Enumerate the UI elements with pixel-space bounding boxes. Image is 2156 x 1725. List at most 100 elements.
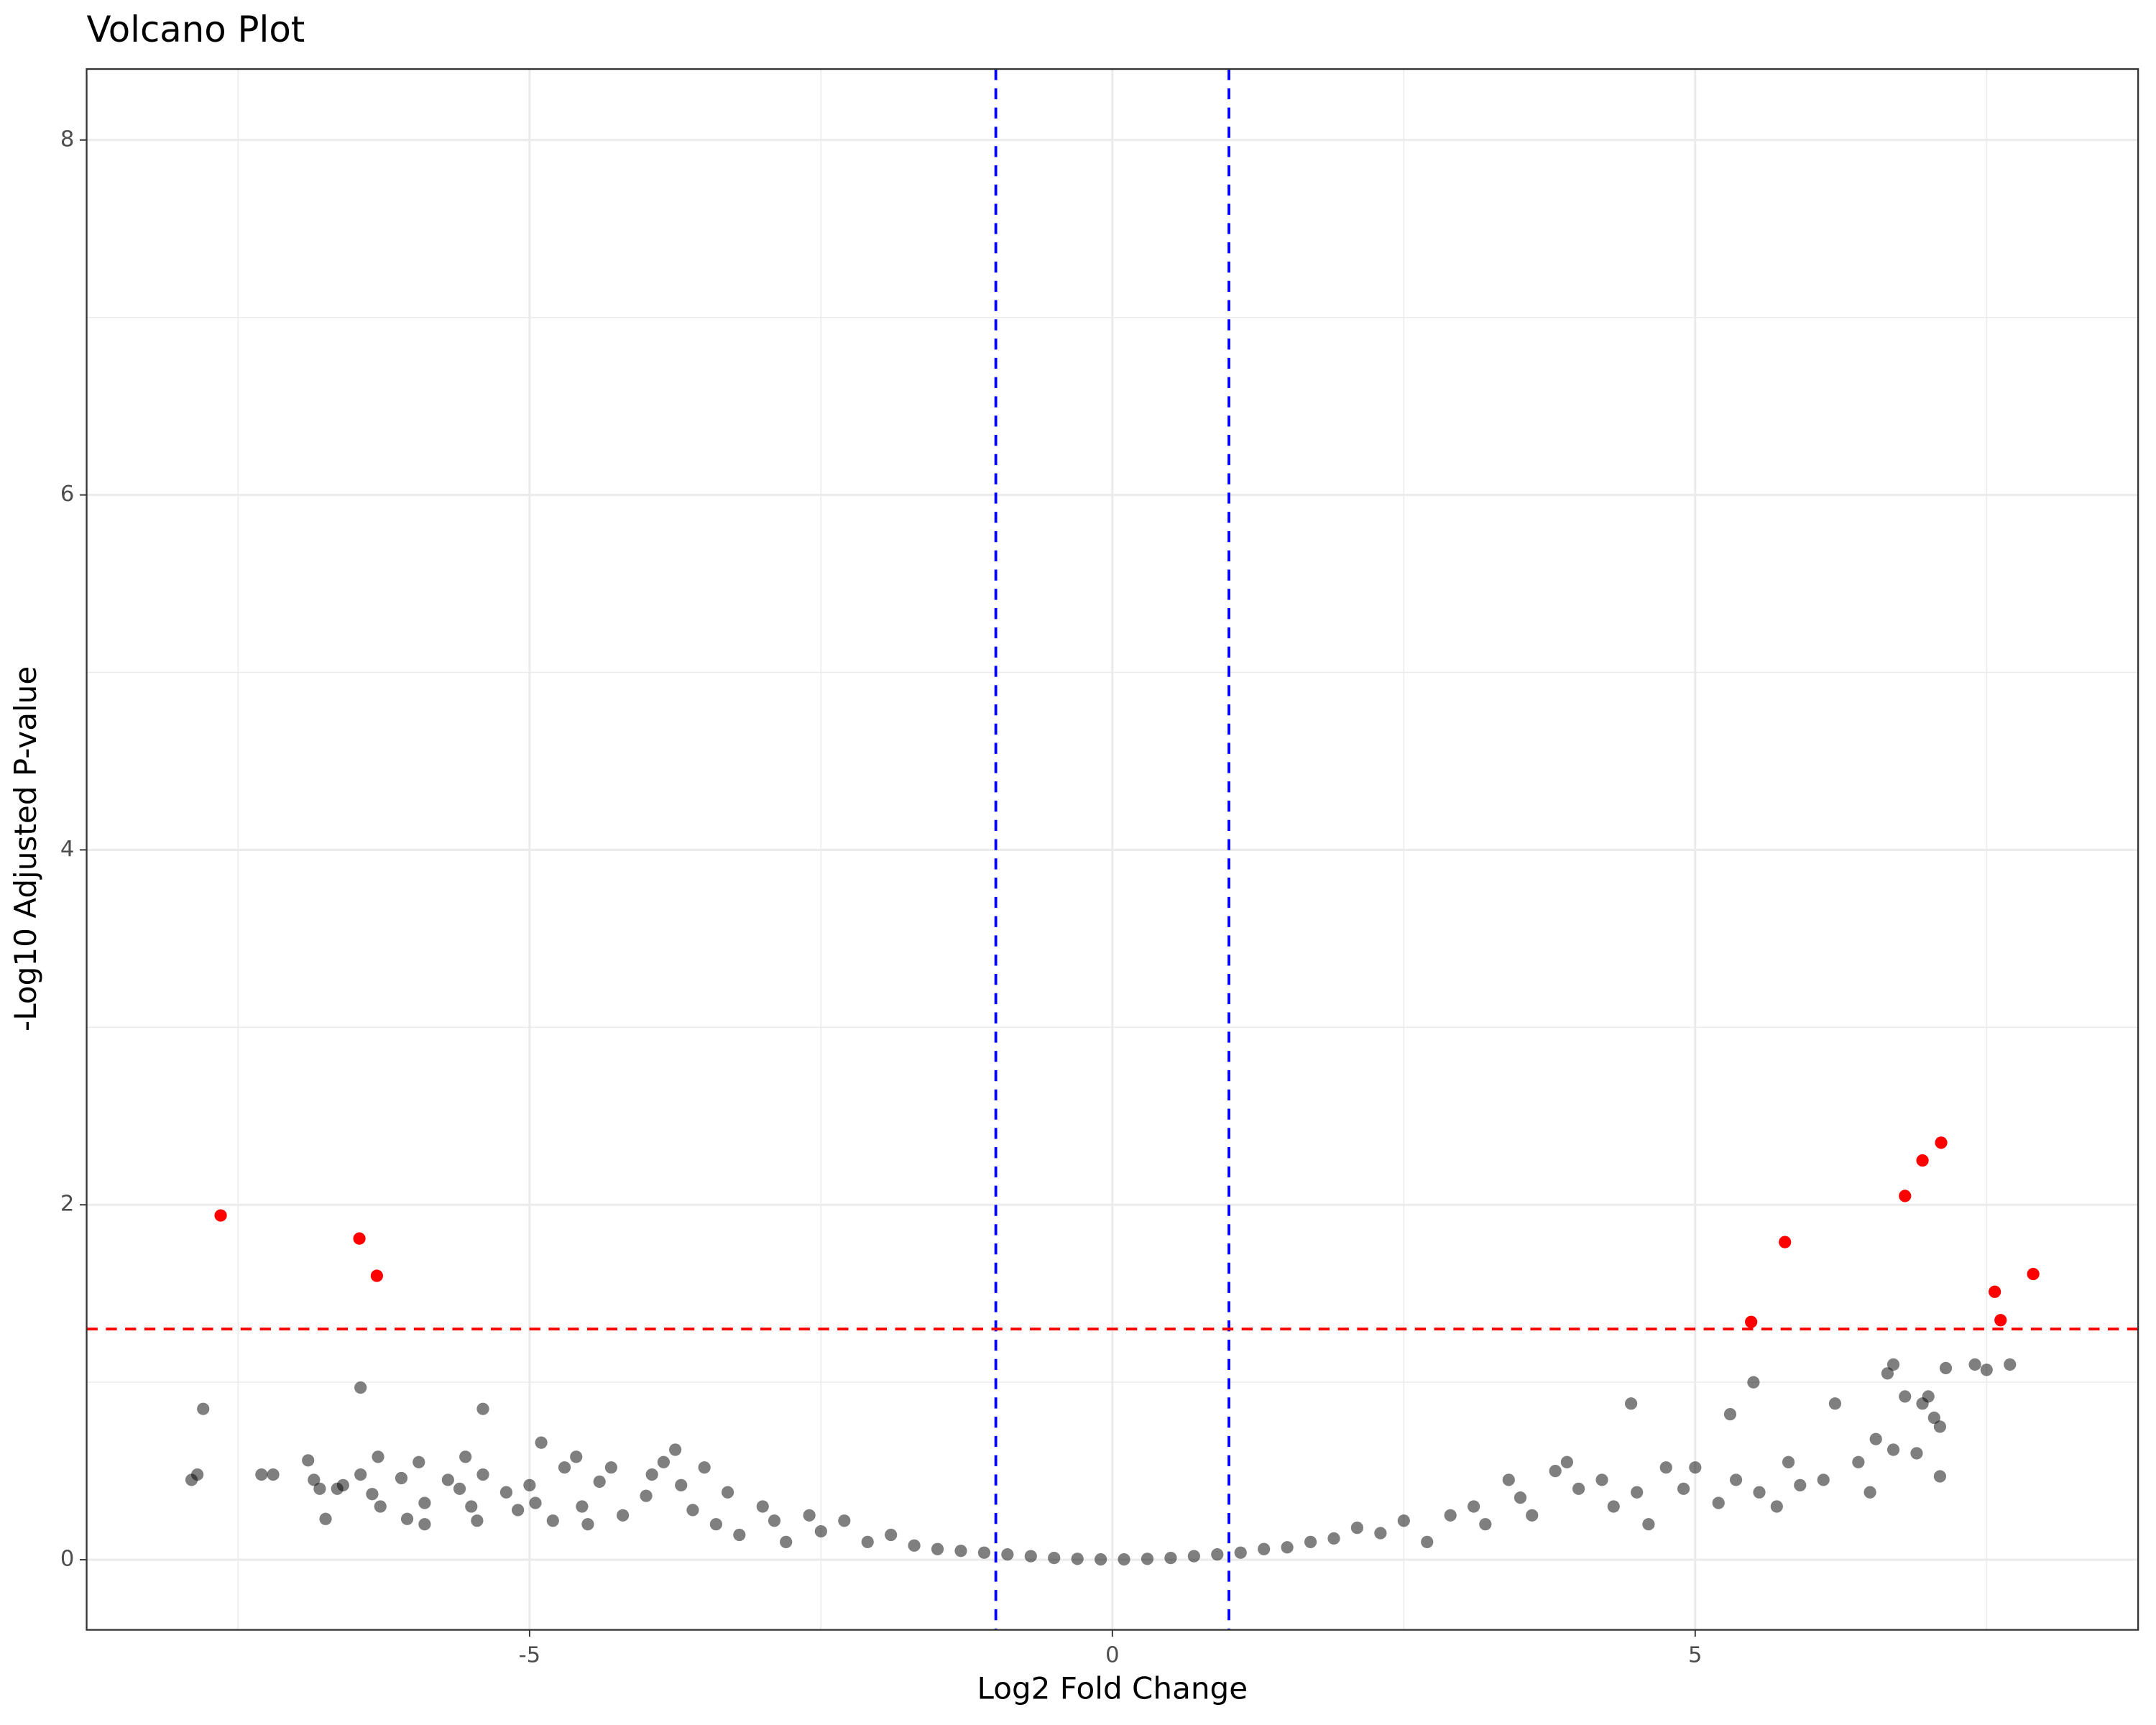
point <box>1910 1447 1923 1460</box>
y-tick-label: 8 <box>60 126 74 152</box>
point <box>558 1461 571 1474</box>
y-tick-label: 6 <box>60 482 74 507</box>
point <box>1526 1509 1539 1522</box>
point <box>465 1500 478 1513</box>
point <box>1659 1461 1672 1474</box>
point <box>370 1269 384 1282</box>
point <box>570 1450 583 1463</box>
point <box>535 1436 548 1449</box>
point <box>255 1468 268 1481</box>
panel-border <box>86 68 2139 1631</box>
point <box>1141 1552 1154 1565</box>
point <box>1939 1361 1953 1375</box>
point <box>366 1488 379 1501</box>
point <box>1968 1358 1981 1371</box>
point <box>197 1402 210 1415</box>
point <box>1560 1455 1573 1468</box>
point <box>1001 1548 1014 1561</box>
point <box>418 1518 431 1531</box>
point <box>686 1504 699 1517</box>
point <box>709 1518 722 1531</box>
point <box>1211 1548 1224 1561</box>
point <box>1852 1455 1865 1468</box>
point <box>2027 1267 2040 1281</box>
point <box>1994 1314 2007 1327</box>
point <box>1187 1550 1200 1563</box>
point <box>1723 1407 1737 1421</box>
point <box>604 1461 618 1474</box>
point <box>1729 1473 1743 1486</box>
point <box>645 1468 658 1481</box>
y-tick-label: 0 <box>60 1547 74 1572</box>
point <box>1572 1482 1585 1495</box>
x-tick-label: 5 <box>1688 1642 1702 1668</box>
point <box>640 1489 653 1502</box>
point <box>453 1482 466 1495</box>
point <box>354 1381 367 1394</box>
point <box>1782 1455 1795 1468</box>
point <box>413 1455 425 1468</box>
y-axis-label: -Log10 Adjusted P-value <box>8 666 43 1031</box>
point <box>668 1443 682 1456</box>
x-axis-label: Log2 Fold Change <box>977 1670 1248 1706</box>
point <box>336 1478 349 1491</box>
point <box>476 1402 489 1415</box>
point <box>1886 1358 1900 1371</box>
point <box>593 1475 606 1489</box>
y-tick-label: 2 <box>60 1192 74 1217</box>
point <box>698 1461 711 1474</box>
point <box>1980 1363 1993 1376</box>
point <box>1468 1500 1480 1513</box>
point <box>768 1514 781 1527</box>
point <box>1745 1315 1758 1328</box>
point <box>1642 1518 1655 1531</box>
point <box>1817 1473 1830 1486</box>
point <box>581 1518 594 1531</box>
point <box>1024 1550 1037 1563</box>
point <box>885 1528 898 1542</box>
point <box>1689 1461 1702 1474</box>
point <box>267 1468 280 1481</box>
point <box>395 1471 408 1485</box>
point <box>2004 1358 2017 1371</box>
point <box>977 1546 991 1559</box>
point <box>721 1486 734 1499</box>
point <box>400 1512 414 1525</box>
point <box>313 1482 326 1495</box>
point <box>1933 1420 1947 1433</box>
point <box>576 1500 589 1513</box>
point <box>617 1509 630 1522</box>
point <box>546 1514 559 1527</box>
point <box>1864 1486 1876 1499</box>
point <box>1327 1532 1340 1545</box>
point <box>838 1514 851 1527</box>
point <box>418 1496 431 1509</box>
point <box>319 1512 332 1525</box>
point <box>308 1473 321 1486</box>
point <box>1304 1535 1317 1548</box>
point <box>1374 1527 1387 1540</box>
point <box>814 1524 827 1538</box>
point <box>1770 1500 1783 1513</box>
point <box>214 1209 227 1222</box>
point <box>1899 1190 1912 1202</box>
point <box>1514 1491 1527 1504</box>
point <box>1502 1473 1515 1486</box>
point <box>1631 1486 1644 1499</box>
point <box>471 1514 484 1527</box>
point <box>861 1535 874 1548</box>
point <box>1869 1432 1882 1445</box>
point <box>512 1504 525 1517</box>
point <box>1916 1154 1929 1167</box>
point <box>780 1535 793 1548</box>
x-tick-label: 0 <box>1105 1642 1119 1668</box>
y-tick-label: 4 <box>60 837 74 862</box>
point <box>1989 1285 2001 1298</box>
point <box>499 1486 513 1499</box>
point <box>756 1500 769 1513</box>
point <box>1234 1546 1247 1559</box>
point <box>1164 1551 1177 1565</box>
point <box>1753 1486 1766 1499</box>
point <box>675 1478 688 1491</box>
